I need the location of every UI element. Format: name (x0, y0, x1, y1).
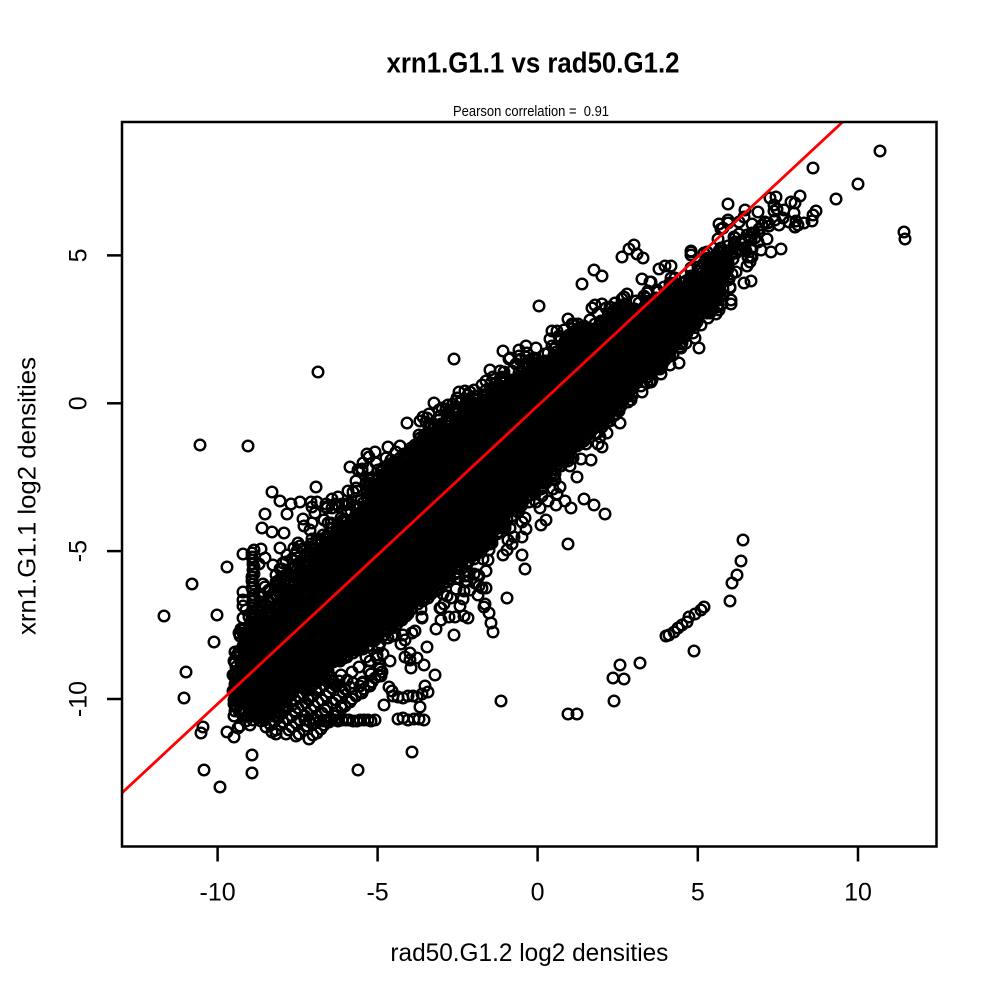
svg-text:Pearson correlation = 0.91: Pearson correlation = 0.91 (453, 104, 609, 120)
svg-text:xrn1.G1.1 vs rad50.G1.2: xrn1.G1.1 vs rad50.G1.2 (387, 47, 680, 79)
svg-text:0: 0 (65, 396, 93, 410)
svg-text:xrn1.G1.1 log2 densities: xrn1.G1.1 log2 densities (14, 357, 42, 635)
svg-text:5: 5 (65, 248, 93, 262)
svg-text:-5: -5 (366, 879, 388, 907)
svg-text:-10: -10 (200, 879, 236, 907)
svg-text:-10: -10 (65, 681, 93, 717)
svg-text:0: 0 (531, 879, 545, 907)
svg-text:rad50.G1.2 log2 densities: rad50.G1.2 log2 densities (390, 939, 668, 967)
svg-text:5: 5 (691, 879, 705, 907)
svg-text:-5: -5 (65, 540, 93, 562)
svg-text:10: 10 (844, 879, 872, 907)
